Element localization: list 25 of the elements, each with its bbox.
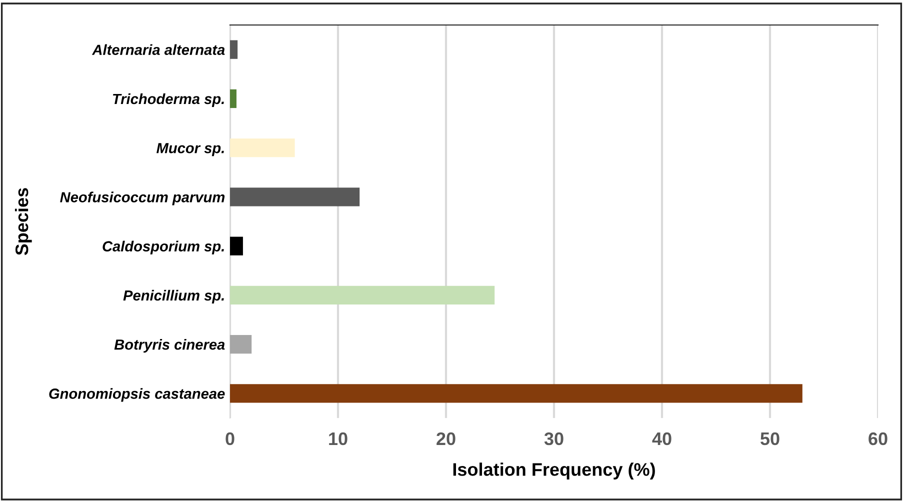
y-tick-label: Gnonomiopsis castaneae	[49, 388, 225, 402]
bar	[230, 138, 295, 158]
y-tick-label: Alternaria alternata	[92, 44, 225, 55]
y-tick-label: Mucor sp.	[156, 143, 224, 156]
bar	[230, 188, 360, 206]
x-tick-label: 30	[544, 432, 564, 446]
bar	[230, 40, 238, 59]
x-tick-label: 10	[329, 432, 348, 446]
x-tick-label: 60	[868, 432, 888, 446]
x-tick-label: 20	[436, 432, 456, 446]
y-tick-label: Neofusicoccum parvum	[60, 192, 225, 206]
bar	[230, 286, 495, 305]
bar	[230, 89, 236, 108]
y-axis-title: Species	[14, 188, 32, 256]
x-axis-title: Isolation Frequency (%)	[453, 462, 655, 480]
bar	[230, 384, 802, 403]
bar	[230, 236, 243, 256]
y-tick-label: Botryris cinerea	[114, 339, 225, 353]
x-tick-label: 40	[652, 432, 672, 446]
bar	[230, 334, 252, 354]
y-tick-label: Trichoderma sp.	[112, 93, 224, 107]
x-tick-label: 0	[226, 432, 234, 446]
x-tick-label: 50	[760, 432, 780, 446]
y-tick-label: Caldosporium sp.	[102, 240, 224, 254]
y-tick-label: Penicillium sp.	[123, 290, 224, 304]
